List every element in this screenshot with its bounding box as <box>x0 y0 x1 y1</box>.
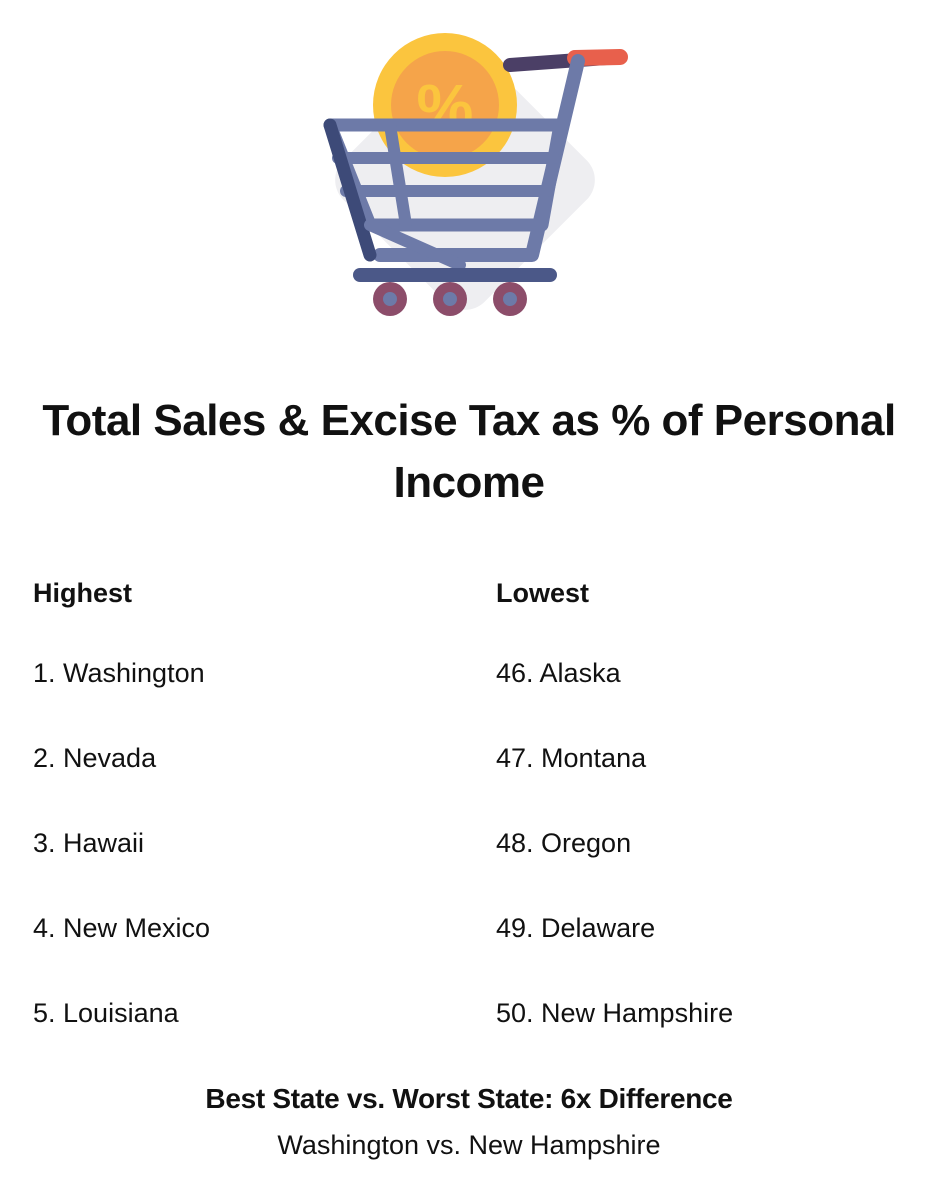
lowest-column: Lowest 46. Alaska 47. Montana 48. Oregon… <box>496 575 916 1080</box>
list-item: 46. Alaska <box>496 658 621 688</box>
list-item: 4. New Mexico <box>33 913 211 943</box>
highest-column: Highest 1. Washington 2. Nevada 3. Hawai… <box>33 575 453 1080</box>
list-item: 3. Hawaii <box>33 828 145 858</box>
list-item: 49. Delaware <box>496 913 656 943</box>
highest-heading: Highest <box>33 578 133 608</box>
comparison-subtitle: Washington vs. New Hampshire <box>277 1130 661 1160</box>
cart-illustration: % <box>323 33 628 316</box>
page-title: Total Sales & Excise Tax as % of Persona… <box>42 396 896 507</box>
comparison-title: Best State vs. Worst State: 6x Differenc… <box>205 1083 733 1114</box>
shopping-cart-percent-icon: % <box>310 25 630 325</box>
list-item: 50. New Hampshire <box>496 998 734 1028</box>
highest-list: 1. Washington 2. Nevada 3. Hawaii 4. New… <box>33 655 453 1031</box>
list-item: 1. Washington <box>33 658 205 688</box>
lowest-list: 46. Alaska 47. Montana 48. Oregon 49. De… <box>496 655 916 1031</box>
lowest-heading: Lowest <box>496 578 590 608</box>
list-item: 5. Louisiana <box>33 998 179 1028</box>
percent-symbol: % <box>417 71 474 143</box>
list-item: 2. Nevada <box>33 743 157 773</box>
list-item: 48. Oregon <box>496 828 632 858</box>
list-item: 47. Montana <box>496 743 647 773</box>
